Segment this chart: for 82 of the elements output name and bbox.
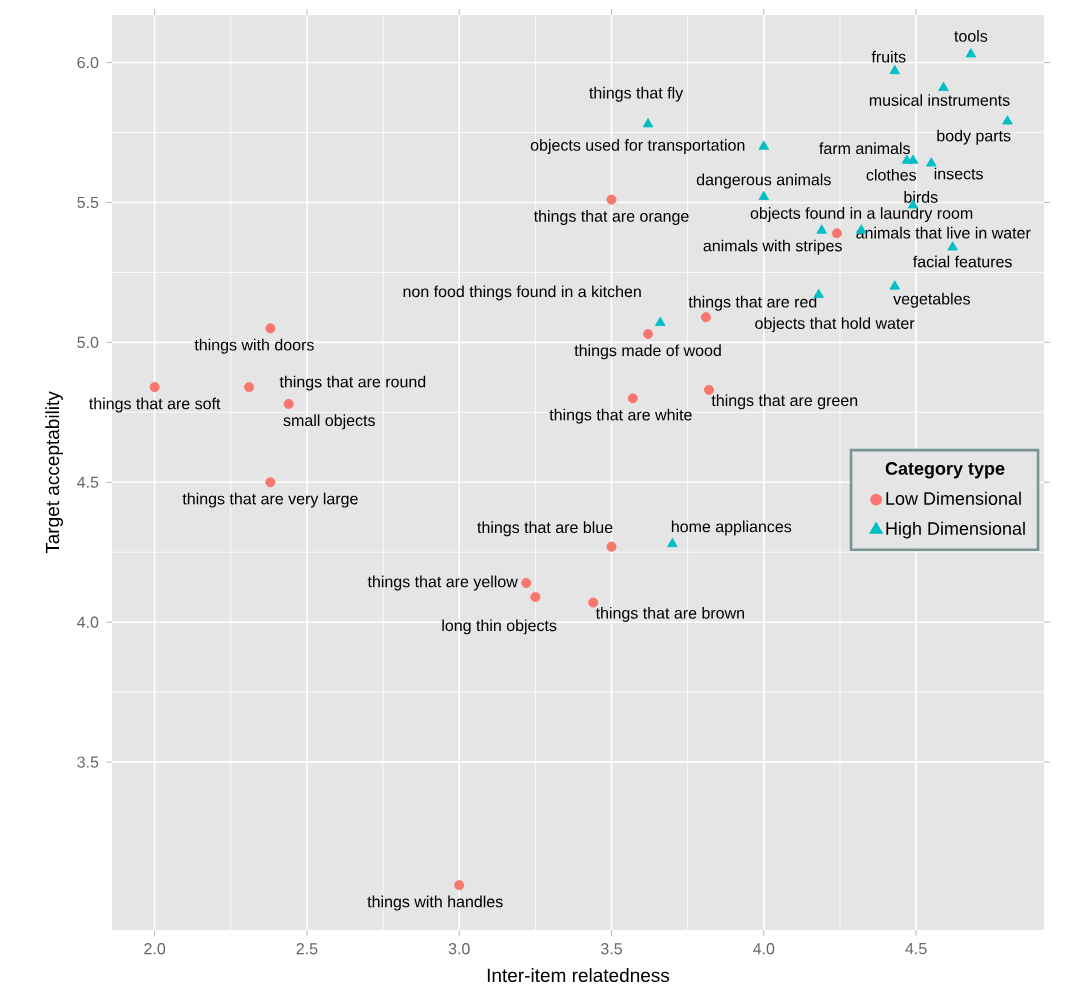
x-tick-label: 2.0 bbox=[144, 943, 166, 955]
x-tick-label: 2.5 bbox=[296, 943, 318, 955]
data-label: things with doors bbox=[194, 338, 314, 354]
data-label: home appliances bbox=[671, 520, 792, 536]
point bbox=[642, 118, 654, 128]
legend-title: Category type bbox=[885, 462, 1005, 479]
x-tick-label: 4.0 bbox=[753, 943, 775, 955]
point bbox=[816, 224, 827, 234]
data-label: things that are green bbox=[711, 394, 858, 410]
data-label: things that are red bbox=[688, 295, 817, 311]
data-label: things made of wood bbox=[574, 344, 721, 360]
legend-label: Low Dimensional bbox=[886, 491, 1021, 505]
point bbox=[149, 382, 160, 393]
data-label: things that are brown bbox=[595, 606, 744, 622]
data-label: animals with stripes bbox=[703, 239, 842, 255]
data-label: small objects bbox=[283, 414, 375, 430]
point bbox=[606, 194, 617, 205]
point bbox=[530, 592, 541, 602]
point bbox=[758, 190, 770, 201]
point bbox=[926, 157, 937, 167]
point bbox=[703, 384, 714, 395]
data-label: dangerous animals bbox=[696, 173, 831, 189]
data-label: tools bbox=[954, 30, 988, 42]
data-label: insects bbox=[934, 167, 983, 180]
data-label: farm animals bbox=[819, 142, 910, 155]
data-label: things that fly bbox=[589, 86, 684, 102]
point bbox=[606, 541, 617, 552]
point bbox=[244, 382, 255, 393]
data-label: objects that hold water bbox=[755, 317, 915, 333]
point bbox=[283, 398, 294, 409]
point bbox=[813, 288, 824, 298]
point bbox=[831, 228, 842, 239]
point bbox=[938, 81, 949, 91]
data-label: long thin objects bbox=[442, 619, 557, 635]
y-tick-label: 3.5 bbox=[77, 756, 99, 768]
x-tick-label: 3.5 bbox=[600, 943, 622, 955]
point bbox=[907, 154, 919, 164]
data-label: non food things found in a kitchen bbox=[403, 285, 641, 301]
point bbox=[654, 316, 666, 326]
data-label: clothes bbox=[866, 168, 917, 181]
y-tick-label: 4.0 bbox=[77, 616, 99, 628]
point bbox=[521, 578, 532, 589]
data-label: things that are soft bbox=[89, 397, 221, 413]
data-label: things with handles bbox=[367, 895, 503, 911]
data-label: body parts bbox=[937, 129, 1011, 145]
data-label: musical instruments bbox=[869, 94, 1010, 106]
data-label: animals that live in water bbox=[856, 226, 1031, 239]
data-label: things that are yellow bbox=[367, 575, 518, 591]
data-label: fruits bbox=[871, 50, 906, 63]
point bbox=[758, 140, 770, 150]
x-tick-label: 3.0 bbox=[448, 943, 470, 955]
x-axis-title: Inter-item relatedness bbox=[487, 968, 670, 983]
y-tick-label: 5.5 bbox=[77, 196, 99, 209]
data-label: things that are orange bbox=[533, 210, 689, 225]
point bbox=[889, 280, 901, 290]
data-label: birds bbox=[904, 191, 938, 203]
legend-label: High Dimensional bbox=[886, 521, 1025, 539]
data-label: things that are round bbox=[279, 375, 426, 391]
point bbox=[889, 64, 901, 75]
point bbox=[454, 880, 465, 891]
y-tick-label: 6.0 bbox=[77, 56, 99, 69]
data-label: vegetables bbox=[893, 292, 970, 308]
point bbox=[700, 312, 711, 323]
point bbox=[965, 48, 977, 58]
y-tick-label: 5.0 bbox=[77, 336, 99, 349]
x-tick-label: 4.5 bbox=[905, 943, 927, 955]
data-label: things that are white bbox=[549, 408, 692, 424]
data-label: objects found in a laundry room bbox=[750, 207, 973, 223]
point bbox=[265, 323, 276, 334]
y-axis-title: Target acceptability bbox=[45, 391, 63, 554]
point bbox=[1002, 115, 1013, 125]
point bbox=[265, 477, 276, 488]
y-tick-label: 4.5 bbox=[77, 476, 99, 488]
point bbox=[667, 537, 678, 548]
data-label: things that are very large bbox=[182, 492, 358, 508]
point bbox=[588, 597, 599, 608]
point bbox=[627, 393, 638, 404]
data-label: things that are blue bbox=[477, 521, 613, 537]
data-label: objects used for transportation bbox=[530, 139, 745, 154]
data-label: facial features bbox=[913, 255, 1012, 268]
point bbox=[643, 328, 654, 339]
point bbox=[947, 241, 958, 251]
